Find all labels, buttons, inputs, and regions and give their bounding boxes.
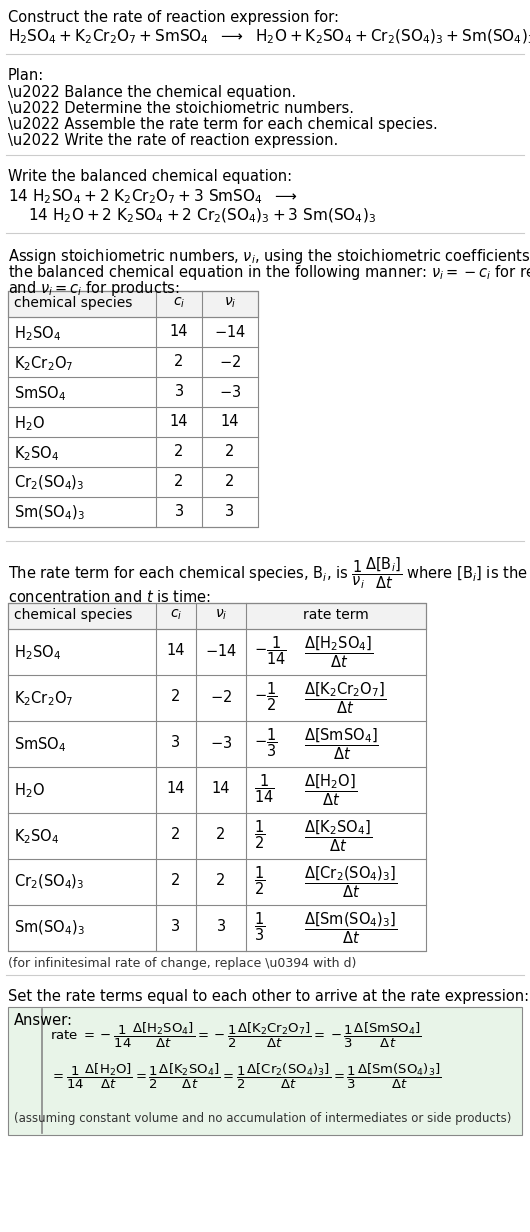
Text: $\mathrm{H_2SO_4 + K_2Cr_2O_7 + SmSO_4}$  $\longrightarrow$  $\mathrm{H_2O + K_2: $\mathrm{H_2SO_4 + K_2Cr_2O_7 + SmSO_4}$…	[8, 28, 530, 47]
Text: $-\dfrac{1}{2}$: $-\dfrac{1}{2}$	[254, 680, 278, 712]
Text: and $\nu_i = c_i$ for products:: and $\nu_i = c_i$ for products:	[8, 278, 180, 298]
Text: $-14$: $-14$	[214, 324, 246, 340]
Text: $\dfrac{\Delta[\mathrm{H_2O}]}{\Delta t}$: $\dfrac{\Delta[\mathrm{H_2O}]}{\Delta t}…	[304, 772, 357, 807]
Text: 2: 2	[171, 827, 181, 841]
Text: $\dfrac{\Delta[\mathrm{H_2SO_4}]}{\Delta t}$: $\dfrac{\Delta[\mathrm{H_2SO_4}]}{\Delta…	[304, 634, 374, 669]
Text: 2: 2	[174, 354, 184, 370]
Text: \u2022 Balance the chemical equation.: \u2022 Balance the chemical equation.	[8, 85, 296, 100]
Text: 14: 14	[212, 781, 230, 796]
Text: $\mathrm{Sm(SO_4)_3}$: $\mathrm{Sm(SO_4)_3}$	[14, 919, 85, 938]
Text: 14: 14	[167, 781, 185, 796]
Text: 3: 3	[225, 504, 235, 519]
Text: 2: 2	[225, 444, 235, 460]
Text: 14: 14	[170, 324, 188, 339]
Text: 2: 2	[174, 474, 184, 489]
Text: Answer:: Answer:	[14, 1013, 73, 1027]
Text: $-\dfrac{1}{14}$: $-\dfrac{1}{14}$	[254, 634, 287, 667]
Text: $-2$: $-2$	[210, 689, 232, 705]
Text: $-3$: $-3$	[219, 384, 241, 400]
Text: 2: 2	[174, 444, 184, 460]
Text: \u2022 Write the rate of reaction expression.: \u2022 Write the rate of reaction expres…	[8, 133, 338, 148]
Text: $\dfrac{1}{2}$: $\dfrac{1}{2}$	[254, 864, 266, 897]
Text: 2: 2	[171, 689, 181, 703]
Text: $-3$: $-3$	[210, 736, 232, 752]
Text: Set the rate terms equal to each other to arrive at the rate expression:: Set the rate terms equal to each other t…	[8, 989, 529, 1004]
Text: $\mathrm{14\ H_2SO_4 + 2\ K_2Cr_2O_7 + 3\ SmSO_4}$  $\longrightarrow$: $\mathrm{14\ H_2SO_4 + 2\ K_2Cr_2O_7 + 3…	[8, 187, 297, 206]
Text: $\dfrac{1}{3}$: $\dfrac{1}{3}$	[254, 910, 266, 942]
Text: $\mathrm{Cr_2(SO_4)_3}$: $\mathrm{Cr_2(SO_4)_3}$	[14, 474, 84, 493]
Text: 2: 2	[216, 827, 226, 841]
Text: concentration and $t$ is time:: concentration and $t$ is time:	[8, 589, 211, 605]
Text: $\nu_i$: $\nu_i$	[215, 609, 227, 622]
Text: The rate term for each chemical species, $\mathrm{B}_i$, is $\dfrac{1}{\nu_i}\df: The rate term for each chemical species,…	[8, 554, 530, 590]
Text: chemical species: chemical species	[14, 296, 132, 310]
Text: $\mathrm{K_2SO_4}$: $\mathrm{K_2SO_4}$	[14, 827, 59, 845]
Text: $\dfrac{\Delta[\mathrm{Sm(SO_4)_3}]}{\Delta t}$: $\dfrac{\Delta[\mathrm{Sm(SO_4)_3}]}{\De…	[304, 910, 398, 945]
Bar	[8, 1007, 522, 1135]
Bar	[8, 602, 426, 630]
Text: (assuming constant volume and no accumulation of intermediates or side products): (assuming constant volume and no accumul…	[14, 1112, 511, 1125]
Text: Plan:: Plan:	[8, 68, 44, 83]
Bar	[8, 291, 258, 527]
Text: $-\dfrac{1}{3}$: $-\dfrac{1}{3}$	[254, 726, 278, 759]
Text: $-2$: $-2$	[219, 354, 241, 370]
Text: $\dfrac{1}{2}$: $\dfrac{1}{2}$	[254, 818, 266, 850]
Text: 2: 2	[216, 873, 226, 888]
Text: $\mathrm{SmSO_4}$: $\mathrm{SmSO_4}$	[14, 384, 66, 403]
Text: \u2022 Assemble the rate term for each chemical species.: \u2022 Assemble the rate term for each c…	[8, 117, 438, 132]
Text: chemical species: chemical species	[14, 609, 132, 622]
Bar	[8, 291, 258, 317]
Text: $\mathrm{Sm(SO_4)_3}$: $\mathrm{Sm(SO_4)_3}$	[14, 504, 85, 522]
Text: \u2022 Determine the stoichiometric numbers.: \u2022 Determine the stoichiometric numb…	[8, 101, 354, 116]
Text: $\dfrac{\Delta[\mathrm{K_2SO_4}]}{\Delta t}$: $\dfrac{\Delta[\mathrm{K_2SO_4}]}{\Delta…	[304, 818, 372, 854]
Text: 14: 14	[167, 643, 185, 658]
Text: rate $= -\dfrac{1}{14}\dfrac{\Delta[\mathrm{H_2SO_4}]}{\Delta t} = -\dfrac{1}{2}: rate $= -\dfrac{1}{14}\dfrac{\Delta[\mat…	[50, 1021, 422, 1050]
Text: 2: 2	[171, 873, 181, 888]
Text: $\dfrac{1}{14}$: $\dfrac{1}{14}$	[254, 772, 275, 804]
Text: (for infinitesimal rate of change, replace \u0394 with d): (for infinitesimal rate of change, repla…	[8, 957, 356, 970]
Text: 3: 3	[174, 504, 183, 519]
Text: $\nu_i$: $\nu_i$	[224, 296, 236, 310]
Text: $\mathrm{Cr_2(SO_4)_3}$: $\mathrm{Cr_2(SO_4)_3}$	[14, 873, 84, 892]
Text: $\mathrm{H_2O}$: $\mathrm{H_2O}$	[14, 781, 45, 800]
Bar	[8, 602, 426, 951]
Text: 14: 14	[221, 414, 239, 429]
Text: $\dfrac{\Delta[\mathrm{K_2Cr_2O_7}]}{\Delta t}$: $\dfrac{\Delta[\mathrm{K_2Cr_2O_7}]}{\De…	[304, 680, 386, 716]
Text: $\dfrac{\Delta[\mathrm{SmSO_4}]}{\Delta t}$: $\dfrac{\Delta[\mathrm{SmSO_4}]}{\Delta …	[304, 726, 379, 761]
Text: Construct the rate of reaction expression for:: Construct the rate of reaction expressio…	[8, 10, 339, 25]
Text: 2: 2	[225, 474, 235, 489]
Text: $\dfrac{\Delta[\mathrm{Cr_2(SO_4)_3}]}{\Delta t}$: $\dfrac{\Delta[\mathrm{Cr_2(SO_4)_3}]}{\…	[304, 864, 397, 899]
Text: $c_i$: $c_i$	[173, 296, 185, 310]
Text: $\mathrm{K_2Cr_2O_7}$: $\mathrm{K_2Cr_2O_7}$	[14, 689, 73, 707]
Text: 3: 3	[174, 384, 183, 399]
Text: 3: 3	[171, 919, 181, 934]
Text: $\mathrm{14\ H_2O + 2\ K_2SO_4 + 2\ Cr_2(SO_4)_3 + 3\ Sm(SO_4)_3}$: $\mathrm{14\ H_2O + 2\ K_2SO_4 + 2\ Cr_2…	[28, 207, 376, 225]
Text: $\mathrm{K_2Cr_2O_7}$: $\mathrm{K_2Cr_2O_7}$	[14, 354, 73, 373]
Text: $\mathrm{H_2O}$: $\mathrm{H_2O}$	[14, 414, 45, 432]
Text: 14: 14	[170, 414, 188, 429]
Text: $\mathrm{K_2SO_4}$: $\mathrm{K_2SO_4}$	[14, 444, 59, 463]
Text: $\mathrm{H_2SO_4}$: $\mathrm{H_2SO_4}$	[14, 324, 61, 342]
Text: the balanced chemical equation in the following manner: $\nu_i = -c_i$ for react: the balanced chemical equation in the fo…	[8, 262, 530, 282]
Text: $c_i$: $c_i$	[170, 609, 182, 622]
Text: 3: 3	[171, 736, 181, 750]
Text: Assign stoichiometric numbers, $\nu_i$, using the stoichiometric coefficients, $: Assign stoichiometric numbers, $\nu_i$, …	[8, 246, 530, 266]
Text: 3: 3	[216, 919, 226, 934]
Text: $= \dfrac{1}{14}\dfrac{\Delta[\mathrm{H_2O}]}{\Delta t} = \dfrac{1}{2}\dfrac{\De: $= \dfrac{1}{14}\dfrac{\Delta[\mathrm{H_…	[50, 1062, 441, 1092]
Text: Write the balanced chemical equation:: Write the balanced chemical equation:	[8, 169, 292, 184]
Text: $-14$: $-14$	[205, 643, 237, 659]
Text: rate term: rate term	[303, 609, 369, 622]
Text: $\mathrm{H_2SO_4}$: $\mathrm{H_2SO_4}$	[14, 643, 61, 662]
Text: $\mathrm{SmSO_4}$: $\mathrm{SmSO_4}$	[14, 736, 66, 754]
